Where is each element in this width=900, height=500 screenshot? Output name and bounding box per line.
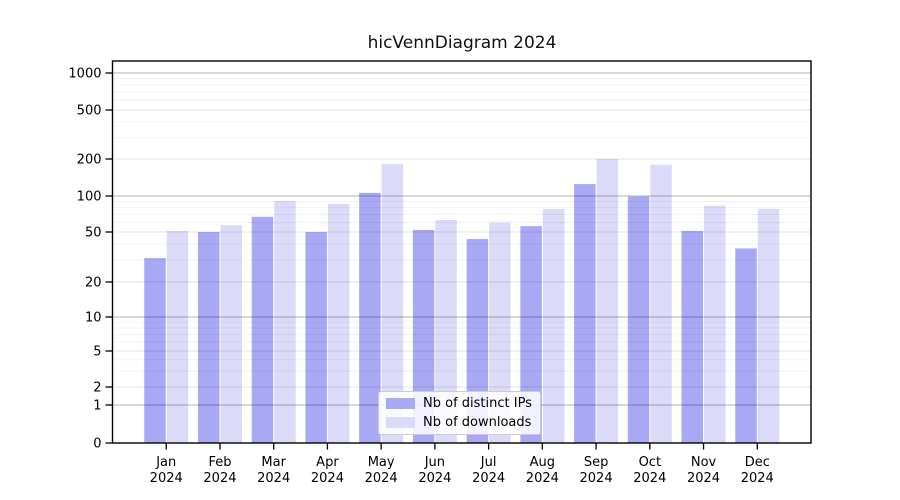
- bar-distinct-ips-feb: [197, 232, 220, 443]
- bar-distinct-ips-oct: [627, 196, 650, 443]
- bar-distinct-ips-aug: [520, 226, 542, 443]
- x-tick-label-year-oct: 2024: [633, 471, 666, 486]
- x-tick-label-month-jun: Jun: [424, 455, 445, 470]
- bar-downloads-jul: [489, 222, 511, 443]
- legend-item-downloads: Nb of downloads: [386, 415, 533, 430]
- bar-downloads-mar: [274, 200, 296, 443]
- y-tick-label-200: 200: [77, 153, 102, 168]
- legend-label-distinct-ips: Nb of distinct IPs: [423, 396, 532, 412]
- x-tick-label-year-nov: 2024: [687, 471, 720, 486]
- y-tick-label-20: 20: [85, 276, 102, 291]
- bar-downloads-nov: [704, 205, 726, 443]
- bar-distinct-ips-sep: [574, 184, 596, 443]
- plot-border: [111, 60, 812, 444]
- y-tick-label-500: 500: [77, 104, 102, 119]
- legend-item-distinct-ips: Nb of distinct IPs: [386, 396, 533, 411]
- x-tick-label-year-apr: 2024: [311, 471, 344, 486]
- x-tick-label-month-mar: Mar: [261, 455, 286, 470]
- bar-downloads-apr: [327, 203, 350, 443]
- y-tick-label-1000: 1000: [68, 67, 101, 82]
- x-tick-label-year-jun: 2024: [418, 471, 451, 486]
- y-tick-label-2: 2: [93, 381, 101, 396]
- x-tick-label-year-jan: 2024: [150, 471, 183, 486]
- x-tick-label-year-may: 2024: [365, 471, 398, 486]
- y-tick-label-100: 100: [77, 190, 102, 205]
- bar-downloads-aug: [542, 208, 565, 443]
- y-tick-label-5: 5: [93, 345, 101, 360]
- bar-downloads-jun: [435, 219, 457, 443]
- bar-distinct-ips-jan: [144, 258, 166, 443]
- x-tick-label-year-feb: 2024: [203, 471, 236, 486]
- x-tick-label-month-sep: Sep: [584, 455, 609, 470]
- legend: Nb of distinct IPs Nb of downloads: [378, 391, 541, 435]
- x-tick-label-month-aug: Aug: [530, 455, 555, 470]
- legend-swatch-distinct-ips: [386, 398, 415, 410]
- bar-downloads-feb: [220, 225, 242, 443]
- x-tick-label-month-apr: Apr: [316, 455, 339, 470]
- bar-distinct-ips-mar: [251, 216, 274, 443]
- y-tick-label-10: 10: [85, 311, 102, 326]
- x-tick-label-month-may: May: [368, 455, 395, 470]
- legend-swatch-downloads: [386, 416, 415, 428]
- x-tick-label-year-jul: 2024: [472, 471, 505, 486]
- y-tick-label-50: 50: [85, 226, 102, 241]
- x-tick-label-month-oct: Oct: [639, 455, 661, 470]
- bar-downloads-jan: [166, 230, 189, 443]
- x-tick-label-year-mar: 2024: [257, 471, 290, 486]
- legend-label-downloads: Nb of downloads: [423, 414, 532, 430]
- bar-distinct-ips-dec: [735, 248, 757, 443]
- bar-downloads-may: [381, 164, 404, 443]
- bar-distinct-ips-apr: [305, 232, 327, 443]
- bar-downloads-sep: [596, 159, 619, 443]
- bar-distinct-ips-jun: [412, 229, 435, 443]
- bar-downloads-dec: [757, 208, 780, 443]
- x-tick-label-year-aug: 2024: [526, 471, 559, 486]
- chart-title: hicVennDiagram 2024: [367, 33, 557, 53]
- x-tick-label-month-jan: Jan: [155, 455, 176, 470]
- y-tick-label-0: 0: [93, 437, 101, 452]
- x-tick-label-month-jul: Jul: [480, 455, 497, 470]
- bar-distinct-ips-nov: [681, 230, 704, 443]
- x-tick-label-month-feb: Feb: [208, 455, 231, 470]
- y-tick-label-1: 1: [93, 399, 101, 414]
- bar-distinct-ips-may: [359, 192, 381, 443]
- bar-downloads-oct: [650, 164, 672, 443]
- x-tick-label-year-dec: 2024: [741, 471, 774, 486]
- x-tick-label-year-sep: 2024: [580, 471, 613, 486]
- x-tick-label-month-dec: Dec: [745, 455, 770, 470]
- x-tick-label-month-nov: Nov: [691, 455, 717, 470]
